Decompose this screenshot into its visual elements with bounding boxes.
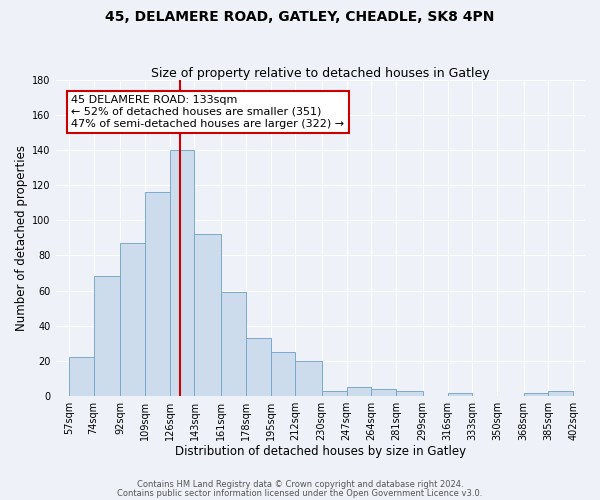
- Bar: [397, 391, 422, 396]
- Bar: [170, 150, 194, 396]
- Bar: [68, 358, 94, 396]
- Bar: [271, 352, 295, 396]
- Bar: [371, 389, 397, 396]
- Bar: [548, 391, 573, 396]
- Bar: [295, 361, 322, 396]
- Bar: [524, 392, 548, 396]
- Bar: [221, 292, 245, 396]
- X-axis label: Distribution of detached houses by size in Gatley: Distribution of detached houses by size …: [175, 444, 466, 458]
- Text: Contains public sector information licensed under the Open Government Licence v3: Contains public sector information licen…: [118, 488, 482, 498]
- Bar: [120, 243, 145, 396]
- Bar: [245, 338, 271, 396]
- Bar: [448, 392, 472, 396]
- Text: Contains HM Land Registry data © Crown copyright and database right 2024.: Contains HM Land Registry data © Crown c…: [137, 480, 463, 489]
- Bar: [322, 391, 347, 396]
- Bar: [145, 192, 170, 396]
- Text: 45, DELAMERE ROAD, GATLEY, CHEADLE, SK8 4PN: 45, DELAMERE ROAD, GATLEY, CHEADLE, SK8 …: [106, 10, 494, 24]
- Bar: [347, 388, 371, 396]
- Title: Size of property relative to detached houses in Gatley: Size of property relative to detached ho…: [151, 66, 490, 80]
- Bar: [94, 276, 120, 396]
- Text: 45 DELAMERE ROAD: 133sqm
← 52% of detached houses are smaller (351)
47% of semi-: 45 DELAMERE ROAD: 133sqm ← 52% of detach…: [71, 96, 344, 128]
- Y-axis label: Number of detached properties: Number of detached properties: [15, 145, 28, 331]
- Bar: [194, 234, 221, 396]
